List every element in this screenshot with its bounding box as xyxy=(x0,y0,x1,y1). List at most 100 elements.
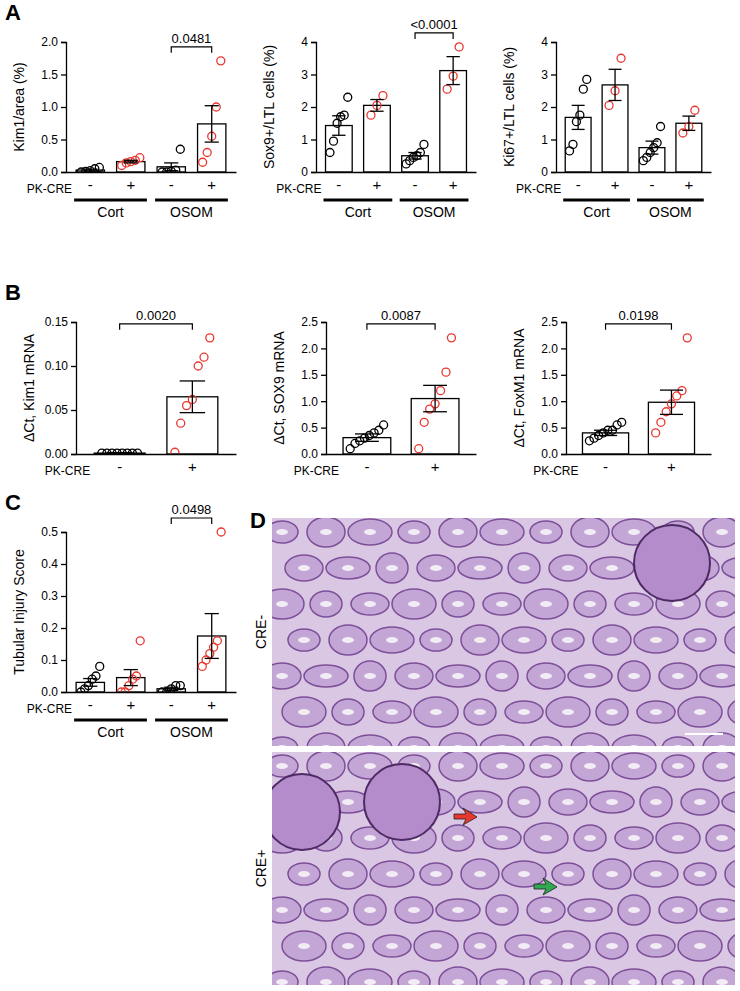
data-point xyxy=(447,334,455,342)
panel-label: B xyxy=(5,280,21,305)
tubule xyxy=(659,897,697,923)
x-tick: - xyxy=(169,696,174,713)
y-axis: 01234 xyxy=(541,35,556,179)
y-tick-label: 0.00 xyxy=(45,447,69,461)
error-bar-cap xyxy=(609,69,622,70)
lumen xyxy=(364,673,376,679)
y-tick-mark xyxy=(311,139,316,140)
tubule xyxy=(436,899,480,921)
lumen xyxy=(584,907,596,913)
lumen xyxy=(474,871,486,877)
micrograph-content xyxy=(272,752,735,985)
y-tick: 2.0 xyxy=(541,342,566,356)
tubule xyxy=(439,752,477,781)
error-bar-cap xyxy=(408,152,421,153)
x-tick: + xyxy=(667,458,676,475)
y-axis-title: Kim1/area (%) xyxy=(11,62,27,151)
error-bar-cap xyxy=(660,414,683,415)
y-axis-title: ΔCt, FoxM1 mRNA xyxy=(511,328,527,448)
data-point xyxy=(176,682,184,690)
error-bar xyxy=(594,430,617,435)
data-point xyxy=(194,362,202,370)
y-tick: 2 xyxy=(301,100,316,114)
x-axis-line xyxy=(77,454,237,455)
micrograph xyxy=(260,517,740,763)
y-tick: 0.05 xyxy=(45,403,76,417)
error-bar-cap xyxy=(355,433,379,434)
y-tick: 0.0 xyxy=(41,165,66,179)
lumen xyxy=(408,745,420,746)
error-bar xyxy=(107,452,132,454)
data-point xyxy=(375,426,383,434)
x-axis: -+ xyxy=(567,455,712,475)
tubule xyxy=(656,823,700,853)
error-bar-line xyxy=(605,430,606,435)
error-bar-cap xyxy=(682,115,695,116)
tubule xyxy=(662,971,694,985)
tubule xyxy=(728,699,735,725)
x-tick-label: + xyxy=(207,696,216,713)
error-bar-cap xyxy=(423,411,447,412)
error-bar-cap xyxy=(446,56,459,57)
y-tick-mark xyxy=(561,401,566,402)
y-tick-mark xyxy=(321,427,326,428)
x-tick-label: - xyxy=(169,696,174,713)
y-tick-mark xyxy=(311,74,316,75)
x-tick-label: + xyxy=(126,176,135,193)
y-tick-label: 0.2 xyxy=(41,621,58,635)
y-tick-label: 0 xyxy=(301,165,308,179)
lumen xyxy=(452,907,464,913)
group-label: Cort xyxy=(97,204,124,220)
y-tick: 0.5 xyxy=(41,133,66,147)
tubule xyxy=(304,899,348,921)
lumen xyxy=(320,673,332,679)
tubule xyxy=(414,697,458,727)
x-axis-line xyxy=(317,172,477,173)
x-axis-line xyxy=(557,172,712,173)
error-bar xyxy=(83,679,97,687)
arrow xyxy=(454,808,477,825)
lumen xyxy=(518,709,530,715)
tubule xyxy=(706,825,735,851)
y-tick: 2.5 xyxy=(301,315,326,329)
error-bar-cap xyxy=(164,687,178,688)
lumen xyxy=(364,745,376,746)
group-label: OSOM xyxy=(649,204,692,220)
lumen xyxy=(408,601,420,607)
y-tick-mark xyxy=(61,564,66,565)
tubule xyxy=(272,737,298,746)
x-tick: + xyxy=(188,458,197,475)
group-bracket xyxy=(155,199,228,202)
chart: 0.00.51.01.52.0Kim1/area (%)-+-+PK-CRECo… xyxy=(11,31,237,220)
lumen xyxy=(584,745,596,746)
error-bar-cap xyxy=(205,658,219,659)
y-axis-title: ΔCt, SOX9 mRNA xyxy=(271,331,287,445)
error-bar-line xyxy=(414,153,415,160)
tubule xyxy=(461,859,499,889)
data-point xyxy=(132,672,140,680)
lumen xyxy=(430,871,442,877)
data-point xyxy=(443,85,451,93)
y-tick-label: 2.5 xyxy=(541,315,558,329)
lumen xyxy=(650,943,662,949)
error-bar-cap xyxy=(83,170,97,171)
lumen xyxy=(628,979,640,985)
tubule xyxy=(417,555,455,581)
chart: 0.00.10.20.30.40.5Tubular Injury Score-+… xyxy=(11,502,237,740)
y-axis-line xyxy=(551,43,557,173)
group-label: OSOM xyxy=(170,204,213,220)
tubule xyxy=(329,859,367,889)
y-tick-label: 1.0 xyxy=(41,100,58,114)
tubule xyxy=(272,971,298,985)
y-tick-label: 0.5 xyxy=(541,421,558,435)
y-tick-label: 0.05 xyxy=(45,403,69,417)
y-tick-label: 0.0 xyxy=(41,165,58,179)
lumen xyxy=(430,637,442,643)
tubule xyxy=(703,967,735,985)
error-bar-cap xyxy=(332,135,345,136)
bar xyxy=(582,433,628,454)
error-bar xyxy=(645,141,658,154)
error-bar xyxy=(332,116,345,135)
x-axis: -+-+ xyxy=(557,173,712,193)
data-point xyxy=(176,145,184,153)
